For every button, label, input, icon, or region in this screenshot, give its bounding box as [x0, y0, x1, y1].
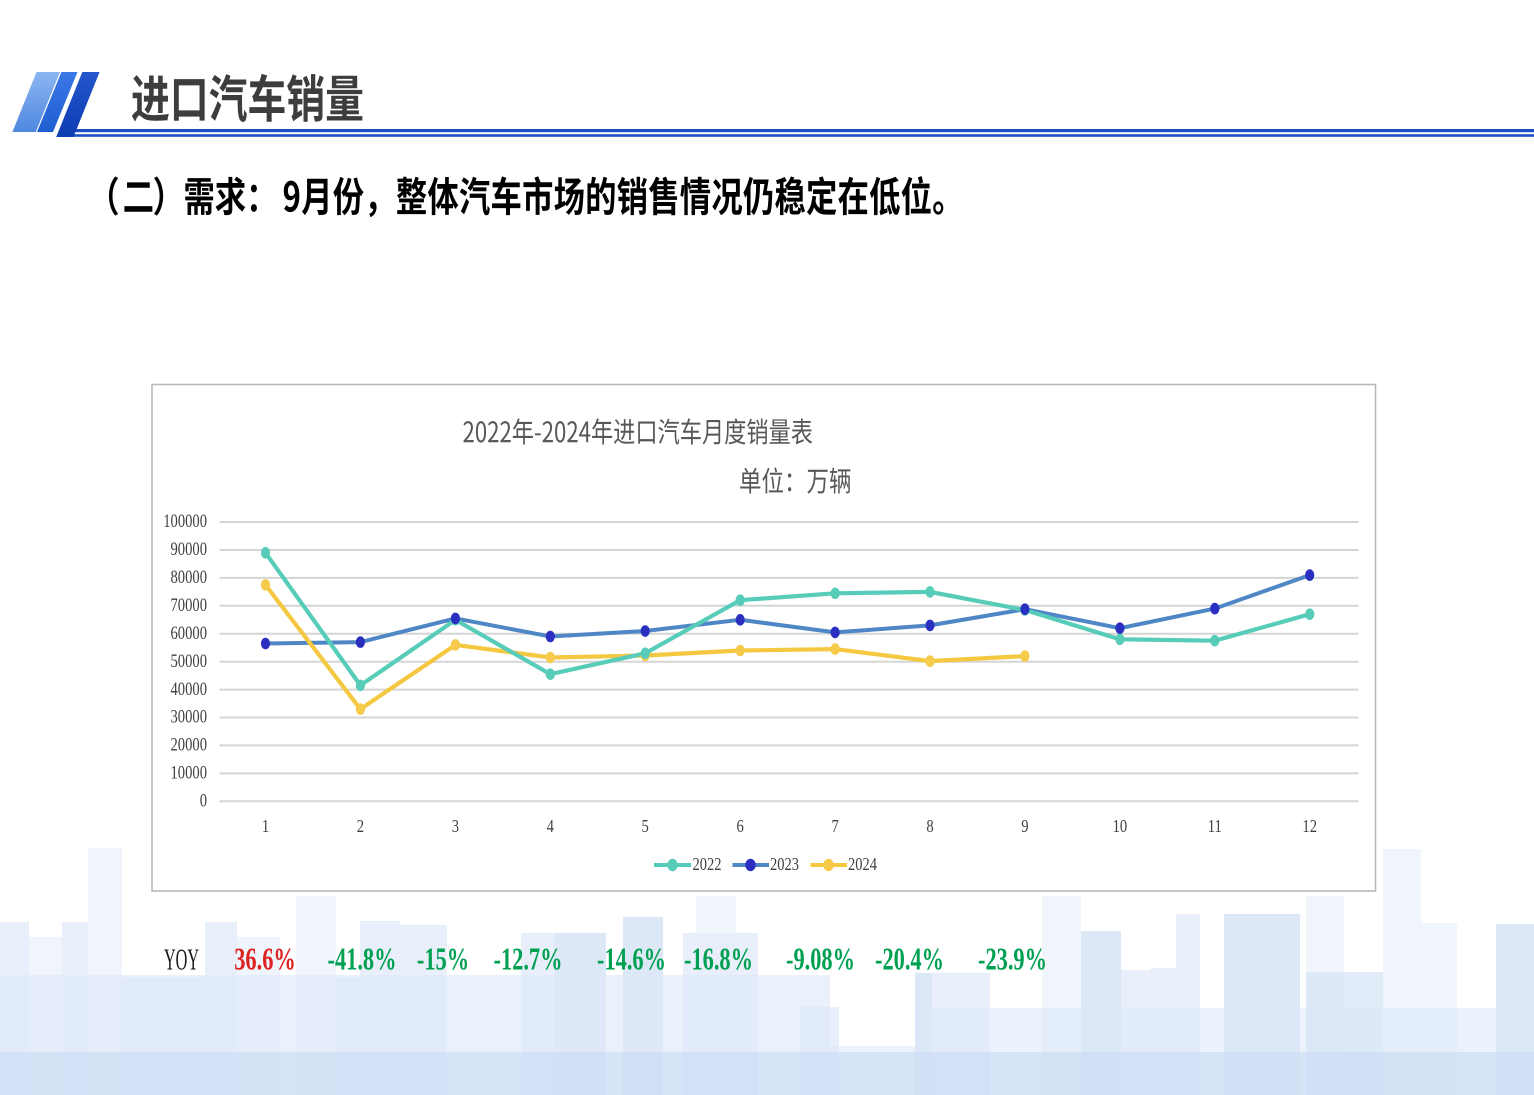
svg-text:60000: 60000 — [171, 622, 207, 643]
svg-text:90000: 90000 — [171, 538, 207, 559]
svg-text:80000: 80000 — [171, 566, 207, 587]
svg-text:4: 4 — [547, 815, 554, 836]
svg-text:YOY: YOY — [164, 943, 199, 977]
svg-text:8: 8 — [926, 815, 933, 836]
svg-text:-16.8%: -16.8% — [684, 941, 753, 977]
svg-text:-12.7%: -12.7% — [493, 941, 562, 977]
svg-text:40000: 40000 — [171, 678, 207, 699]
svg-text:10: 10 — [1113, 815, 1128, 836]
svg-text:2023: 2023 — [770, 856, 799, 874]
svg-text:7: 7 — [831, 815, 838, 836]
svg-text:100000: 100000 — [163, 510, 207, 531]
svg-text:1: 1 — [262, 815, 269, 836]
svg-text:30000: 30000 — [171, 706, 207, 727]
svg-text:-23.9%: -23.9% — [978, 941, 1047, 977]
svg-text:6: 6 — [737, 815, 744, 836]
svg-text:2022: 2022 — [693, 856, 722, 874]
svg-text:0: 0 — [200, 790, 207, 811]
svg-text:2024: 2024 — [848, 856, 877, 874]
svg-text:-9.08%: -9.08% — [786, 941, 855, 977]
svg-text:3: 3 — [452, 815, 459, 836]
svg-text:2: 2 — [357, 815, 364, 836]
svg-text:-14.6%: -14.6% — [597, 941, 666, 977]
svg-text:-20.4%: -20.4% — [875, 941, 944, 977]
svg-text:11: 11 — [1208, 815, 1222, 836]
svg-text:50000: 50000 — [171, 650, 207, 671]
svg-text:5: 5 — [642, 815, 649, 836]
svg-text:-15%: -15% — [417, 941, 469, 977]
svg-text:70000: 70000 — [171, 594, 207, 615]
svg-text:36.6%: 36.6% — [234, 941, 296, 977]
svg-text:9: 9 — [1021, 815, 1028, 836]
svg-text:10000: 10000 — [171, 762, 207, 783]
svg-text:20000: 20000 — [171, 734, 207, 755]
svg-text:12: 12 — [1302, 815, 1317, 836]
svg-text:-41.8%: -41.8% — [327, 941, 396, 977]
